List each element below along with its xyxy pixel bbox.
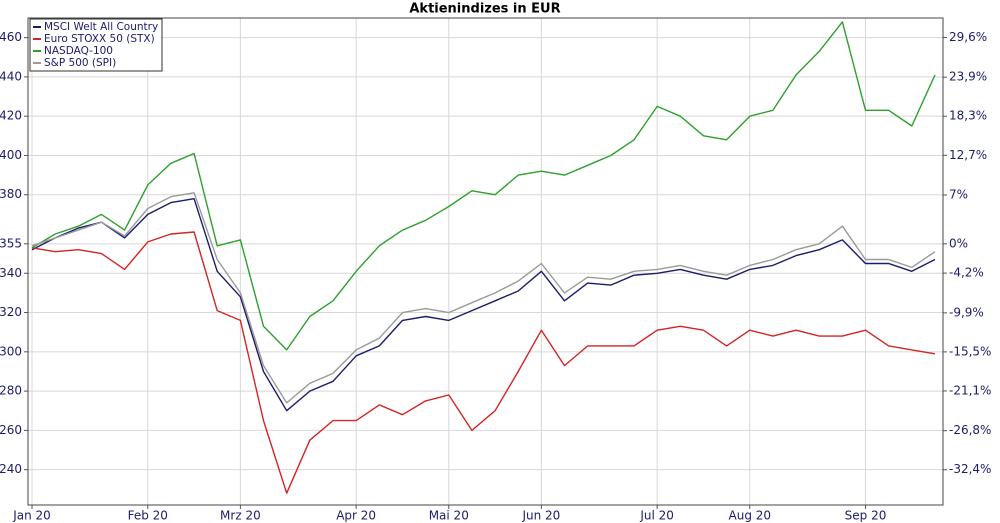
y-tick-label: 380 [0, 187, 22, 201]
line-series [31, 21, 936, 351]
x-tick-label: Feb 20 [128, 509, 168, 523]
y-tick-label: 355 [0, 236, 22, 250]
y-tick-label: 460 [0, 30, 22, 44]
y2-tick-label: -26,8% [949, 423, 991, 437]
y-tick-label: 440 [0, 69, 22, 83]
x-tick-label: Aug 20 [729, 509, 772, 523]
x-tick-label: Apr 20 [336, 509, 376, 523]
y-tick-label: 340 [0, 266, 22, 280]
y2-tick-label: -15,5% [949, 344, 991, 358]
y2-tick-label: 18,3% [949, 109, 987, 123]
line-series [31, 198, 936, 412]
line-series [31, 192, 936, 404]
y-tick-label: 320 [0, 305, 22, 319]
y2-tick-label: -9,9% [949, 305, 984, 319]
y-tick-label: 420 [0, 109, 22, 123]
y2-tick-label: 0% [949, 236, 968, 250]
y-tick-label: 260 [0, 423, 22, 437]
y2-tick-label: 23,9% [949, 70, 987, 84]
y2-tick-label: 29,6% [949, 30, 987, 44]
y-tick-label: 400 [0, 148, 22, 162]
y2-tick-label: -4,2% [949, 266, 984, 280]
plot-frame [27, 17, 944, 506]
x-tick-label: Mai 20 [429, 509, 469, 523]
y-tick-label: 280 [0, 384, 22, 398]
legend-label: NASDAQ-100 [44, 45, 113, 57]
x-tick-label: Jan 20 [12, 509, 51, 523]
line-series [31, 231, 936, 494]
y2-tick-label: 7% [949, 188, 968, 202]
y2-tick-label: 12,7% [949, 148, 987, 162]
legend-label: S&P 500 (SPI) [44, 57, 116, 69]
legend-label: Euro STOXX 50 (STX) [44, 33, 155, 45]
x-tick-label: Jun 20 [521, 509, 560, 523]
chart-title: Aktienindizes in EUR [409, 2, 560, 17]
legend-label: MSCI Welt All Country [44, 21, 158, 33]
y2-tick-label: -32,4% [949, 462, 991, 476]
x-tick-label: Mrz 20 [220, 509, 261, 523]
y-tick-label: 240 [0, 462, 22, 476]
y-tick-label: 300 [0, 344, 22, 358]
x-tick-label: Sep 20 [845, 509, 887, 523]
x-tick-label: Jul 20 [639, 509, 674, 523]
y2-tick-label: -21,1% [949, 383, 991, 397]
legend-box [29, 18, 163, 72]
